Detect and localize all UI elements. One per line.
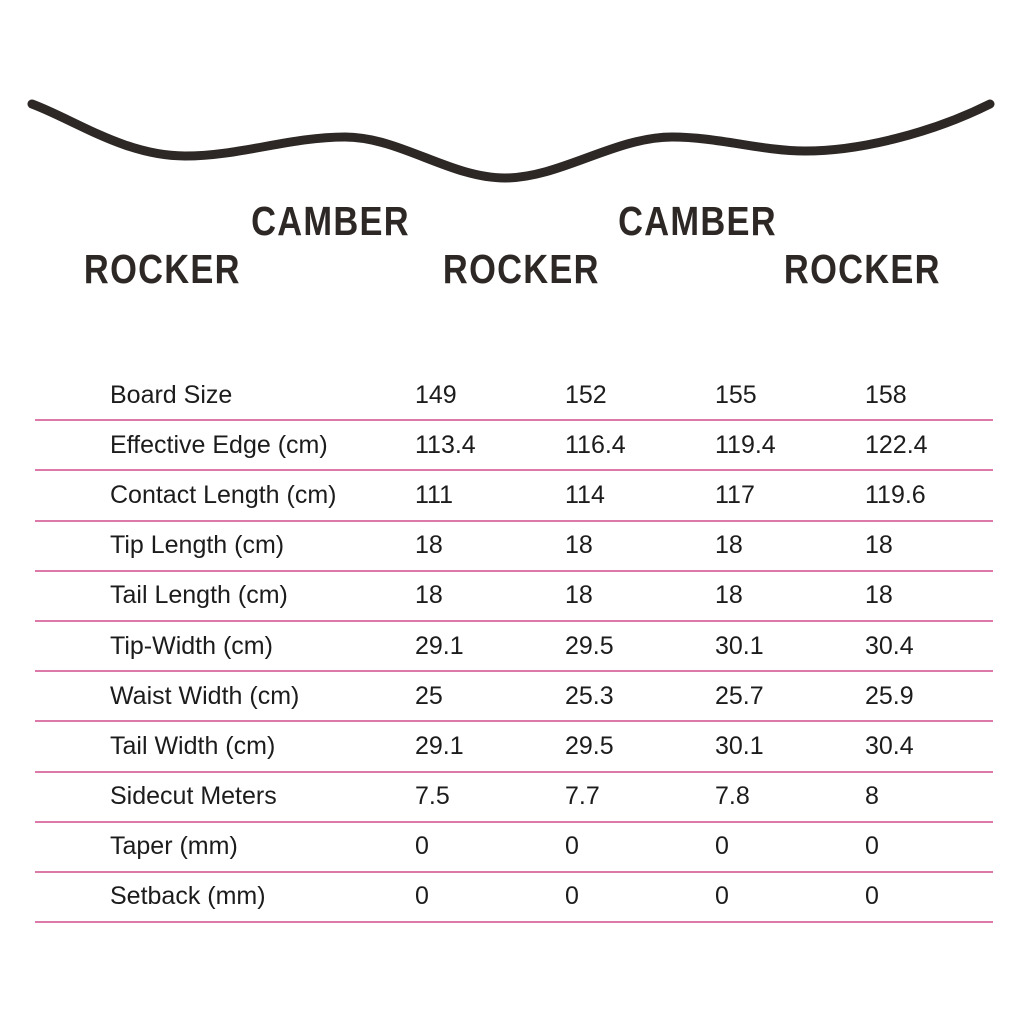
spec-value: 0 (565, 882, 579, 911)
camber-label-text: CAMBER (250, 198, 410, 244)
spec-value: 18 (715, 581, 743, 610)
spec-value: 29.5 (565, 631, 614, 660)
spec-value: 149 (415, 380, 457, 409)
spec-table: Board Size 149 152 155 158 Effective Edge (cm… (35, 371, 993, 924)
spec-value: 0 (865, 882, 879, 911)
table-row: Tip-Width (cm) 29.1 29.5 30.1 30.4 (35, 622, 993, 673)
spec-value: 0 (715, 882, 729, 911)
spec-row-label: Tail Width (cm) (110, 731, 276, 760)
spec-value: 114 (565, 480, 605, 509)
camber-label: CAMBER (170, 201, 490, 242)
spec-row-label: Sidecut Meters (110, 782, 277, 811)
table-row: Waist Width (cm) 25 25.3 25.7 25.9 (35, 672, 993, 723)
spec-value: 117 (715, 480, 755, 509)
spec-row-label: Setback (mm) (110, 882, 266, 911)
spec-value: 7.5 (415, 782, 450, 811)
spec-row-label: Effective Edge (cm) (110, 430, 328, 459)
spec-value: 111 (415, 480, 454, 509)
spec-row-label: Taper (mm) (110, 832, 238, 861)
spec-row-label: Tip-Width (cm) (110, 631, 273, 660)
spec-value: 18 (415, 581, 443, 610)
table-row: Setback (mm) 0 0 0 0 (35, 873, 993, 924)
camber-label: CAMBER (537, 201, 857, 242)
spec-value: 7.7 (565, 782, 600, 811)
spec-value: 0 (415, 832, 429, 861)
rocker-label-text: ROCKER (783, 246, 941, 292)
spec-value: 25.7 (715, 681, 764, 710)
spec-value: 18 (415, 531, 443, 560)
spec-value: 29.1 (415, 731, 464, 760)
spec-row-label: Contact Length (cm) (110, 480, 337, 509)
table-row: Sidecut Meters 7.5 7.7 7.8 8 (35, 773, 993, 823)
spec-row-label: Waist Width (cm) (110, 681, 300, 710)
rocker-label-text: ROCKER (442, 246, 600, 292)
spec-value: 122.4 (865, 430, 928, 459)
spec-value: 155 (715, 380, 757, 409)
spec-value: 0 (865, 832, 879, 861)
rocker-label: ROCKER (361, 249, 681, 290)
spec-value: 18 (865, 581, 893, 610)
spec-value: 116.4 (565, 430, 626, 459)
spec-value: 29.5 (565, 731, 614, 760)
spec-value: 30.4 (865, 631, 914, 660)
table-row: Contact Length (cm) 111 114 117 119.6 (35, 471, 993, 522)
spec-value: 29.1 (415, 631, 464, 660)
table-row: Tip Length (cm) 18 18 18 18 (35, 522, 993, 572)
spec-value: 158 (865, 380, 907, 409)
spec-value: 30.4 (865, 731, 914, 760)
spec-value: 25 (415, 681, 443, 710)
rocker-label: ROCKER (702, 249, 1022, 290)
spec-value: 30.1 (715, 631, 764, 660)
spec-value: 18 (715, 531, 743, 560)
spec-value: 0 (565, 832, 579, 861)
rocker-label: ROCKER (2, 249, 322, 290)
table-row: Tail Length (cm) 18 18 18 18 (35, 572, 993, 622)
spec-value: 119.6 (865, 480, 926, 509)
camber-label-text: CAMBER (617, 198, 777, 244)
spec-value: 0 (715, 832, 729, 861)
spec-value: 152 (565, 380, 607, 409)
spec-value: 0 (415, 882, 429, 911)
table-row: Board Size 149 152 155 158 (35, 371, 993, 422)
spec-row-label: Tip Length (cm) (110, 531, 285, 560)
table-row: Taper (mm) 0 0 0 0 (35, 823, 993, 873)
spec-value: 7.8 (715, 782, 750, 811)
spec-value: 25.9 (865, 681, 914, 710)
table-row: Effective Edge (cm) 113.4 116.4 119.4 122.4 (35, 421, 993, 472)
spec-value: 8 (865, 782, 879, 811)
spec-value: 18 (565, 531, 593, 560)
spec-value: 119.4 (715, 430, 776, 459)
spec-value: 18 (865, 531, 893, 560)
spec-value: 25.3 (565, 681, 614, 710)
spec-value: 113.4 (415, 430, 476, 459)
spec-row-label: Board Size (110, 380, 233, 409)
spec-value: 30.1 (715, 731, 764, 760)
spec-row-label: Tail Length (cm) (110, 581, 288, 610)
rocker-label-text: ROCKER (83, 246, 241, 292)
table-row: Tail Width (cm) 29.1 29.5 30.1 30.4 (35, 722, 993, 773)
spec-value: 18 (565, 581, 593, 610)
board-profile-curve (27, 99, 995, 183)
